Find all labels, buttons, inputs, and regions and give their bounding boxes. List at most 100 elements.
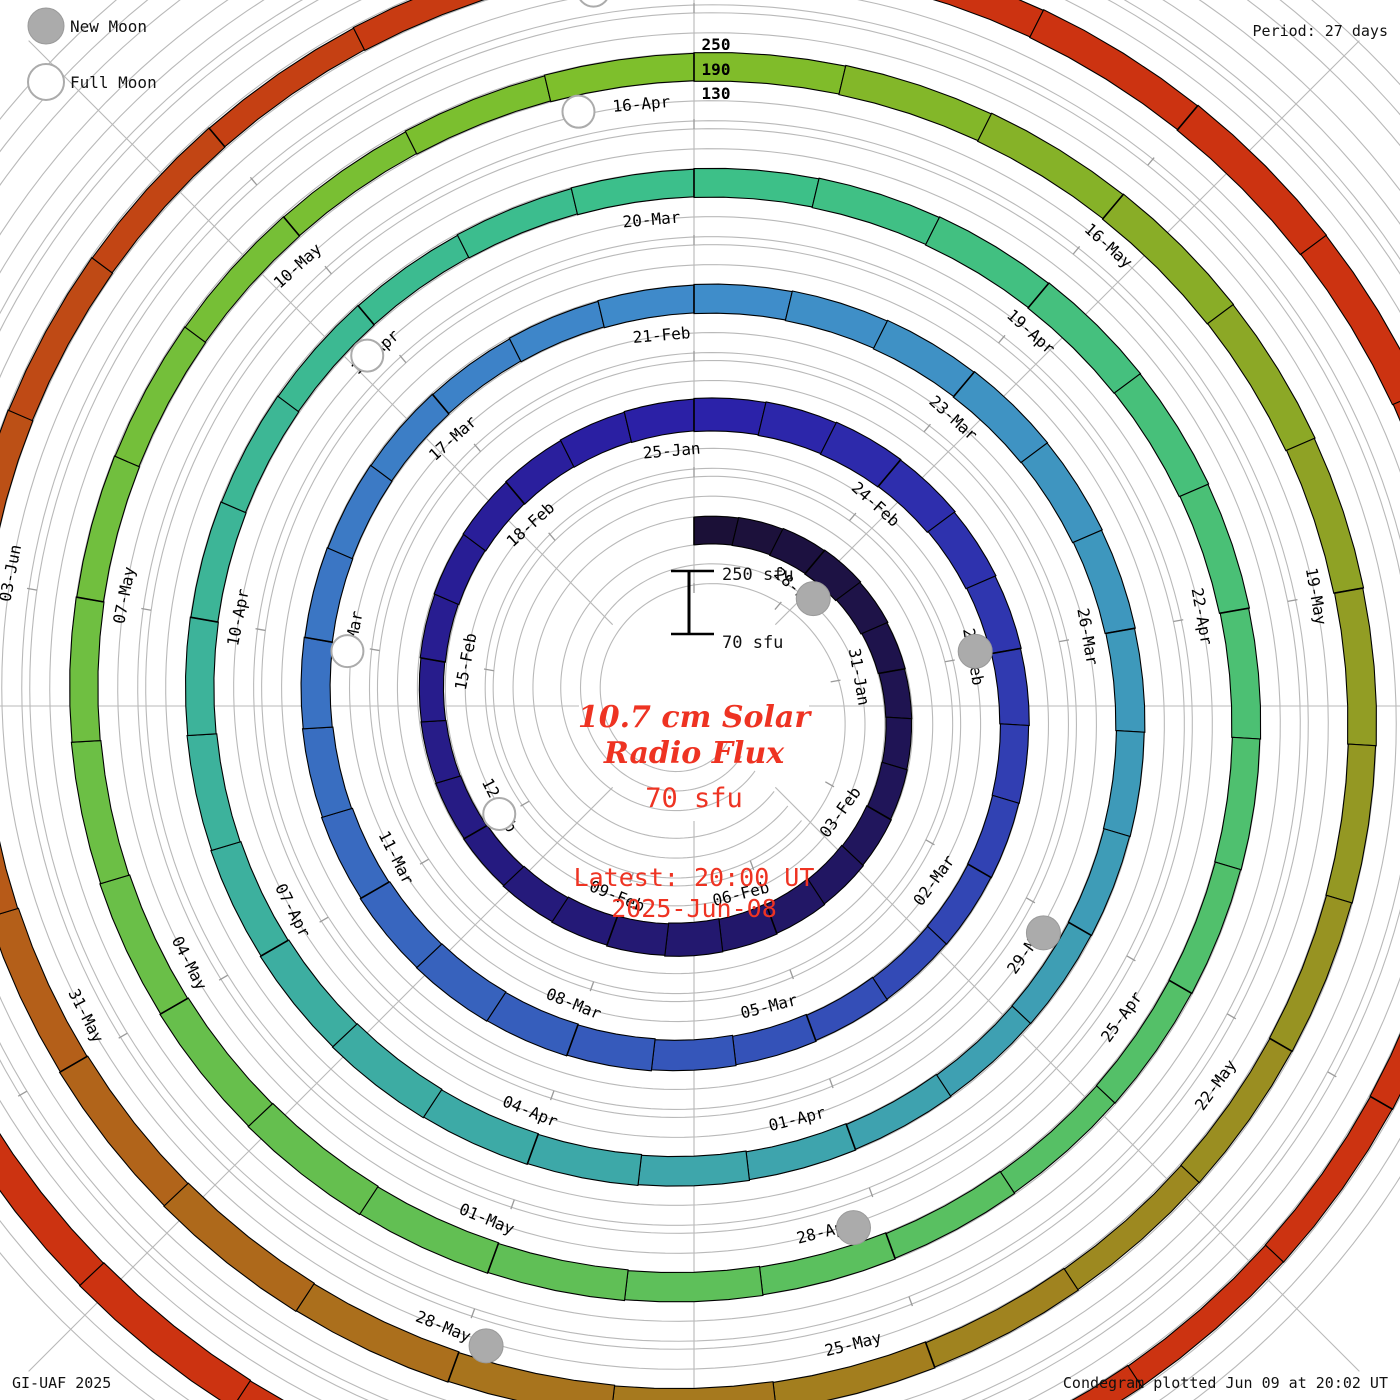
spiral-day-segment [508, 300, 605, 363]
spiral-day-segment [418, 657, 447, 723]
spiral-day-segment [301, 726, 353, 818]
spiral-day-segment [877, 459, 956, 534]
date-label: 07-May [109, 565, 139, 626]
spiral-day-segment [1180, 1037, 1293, 1184]
spiral-day-segment [1206, 303, 1316, 452]
spiral-day-segment [190, 501, 247, 623]
spiral-day-segment [370, 393, 450, 482]
spiral-day-segment [1392, 400, 1400, 422]
spiral-day-segment [1268, 894, 1353, 1053]
spiral-day-segment [1102, 730, 1145, 838]
spiral-day-segment [758, 1232, 896, 1296]
spiral-day-segment [487, 1242, 629, 1302]
spiral-day-segment [693, 515, 740, 546]
date-label: 25-Jan [642, 439, 701, 463]
spiral-day-segment [220, 395, 300, 514]
spiral-day-segment [623, 398, 695, 444]
spiral-day-segment [551, 896, 618, 946]
new-moon-marker [1025, 915, 1061, 951]
spiral-day-segment [927, 511, 997, 590]
spiral-day-segment [404, 75, 552, 155]
spiral-day-segment [991, 723, 1030, 805]
spiral-day-segment [99, 874, 189, 1015]
spiral-day-segment [0, 1132, 105, 1287]
date-label: 25-May [823, 1328, 884, 1361]
spiral-day-segment [845, 1073, 952, 1151]
spiral-day-segment [69, 596, 105, 743]
spiral-day-segment [1325, 743, 1377, 904]
date-label: 21-Feb [632, 323, 691, 347]
spiral-day-segment [431, 338, 522, 415]
spiral-day-segment [210, 840, 289, 957]
new-moon-marker [795, 581, 831, 617]
spiral-day-segment [693, 52, 847, 95]
spiral-day-segment [357, 234, 470, 326]
spiral-day-segment [878, 668, 913, 720]
spiral-day-segment [320, 807, 390, 899]
date-label: 01-Apr [767, 1103, 828, 1136]
spiral-day-segment [331, 1023, 443, 1119]
spiral-day-segment [935, 1005, 1032, 1097]
spiral-day-segment [78, 1262, 252, 1400]
date-label: 16-Apr [612, 92, 672, 116]
spiral-day-segment [447, 1351, 616, 1400]
spiral-day-segment [359, 880, 443, 969]
date-label: 26-Mar [1073, 606, 1102, 667]
spiral-day-segment [605, 915, 670, 956]
spiral-day-segment [693, 283, 793, 321]
spiral-day-segment [186, 733, 241, 852]
spiral-day-segment [1105, 627, 1146, 733]
spiral-day-segment [999, 1085, 1116, 1194]
spiral-day-segment [811, 177, 941, 246]
spiral-day-segment [1113, 373, 1210, 498]
date-label: 22-Apr [1188, 586, 1217, 647]
spiral-day-segment [597, 284, 695, 329]
spiral-day-segment [885, 1170, 1016, 1259]
date-label: 20-Mar [622, 207, 682, 231]
spiral-day-segment [924, 216, 1050, 309]
spiral-day-segment [304, 547, 354, 643]
spiral-day-segment [163, 1182, 316, 1313]
spiral-day-segment [637, 1150, 751, 1187]
spiral-day-segment [0, 409, 34, 529]
spiral-day-segment [300, 636, 334, 730]
spiral-day-segment [1179, 483, 1251, 614]
new-moon-marker [957, 633, 993, 669]
spiral-day-segment [58, 1055, 189, 1207]
spiral-day-segment [881, 716, 913, 771]
spiral-day-segment [990, 647, 1030, 727]
spiral-day-segment [359, 1186, 500, 1274]
new-moon-marker [835, 1210, 871, 1246]
spiral-day-segment [650, 1034, 737, 1072]
spiral-day-segment [784, 290, 889, 349]
spiral-day-segment [0, 907, 88, 1073]
spiral-day-segment [0, 840, 19, 915]
spiral-day-segment [835, 581, 889, 635]
spiral-day-segment [236, 1380, 284, 1400]
date-label: 10-Apr [223, 587, 253, 648]
spiral-day-segment [566, 1024, 656, 1072]
spiral-day-segment [1299, 234, 1400, 406]
full-moon-marker [330, 634, 365, 669]
spiral-day-segment [803, 549, 862, 602]
spiral-day-segment [559, 411, 633, 468]
spiral-day-segment [352, 0, 485, 52]
spiral-day-segment [664, 918, 724, 957]
spiral-day-segment [1028, 8, 1199, 131]
spiral-day-segment [526, 1133, 643, 1187]
moon-markers [330, 0, 1061, 1364]
spiral-day-segment [693, 397, 767, 436]
spiral-day-segment [1168, 861, 1242, 995]
spiral-day-segment [872, 925, 947, 1001]
spiral-day-segment [872, 319, 975, 398]
spiral-day-segment [1264, 1095, 1393, 1264]
spiral-day-segment [76, 455, 141, 603]
full-moon-marker [561, 94, 596, 129]
date-label: 31-Jan [845, 647, 874, 707]
spiral-day-segment [185, 616, 219, 737]
spiral-day-segment [502, 865, 569, 923]
full-moon-marker [350, 338, 385, 373]
date-label: 19-May [1302, 566, 1331, 627]
spiral-day-segment [693, 167, 820, 208]
